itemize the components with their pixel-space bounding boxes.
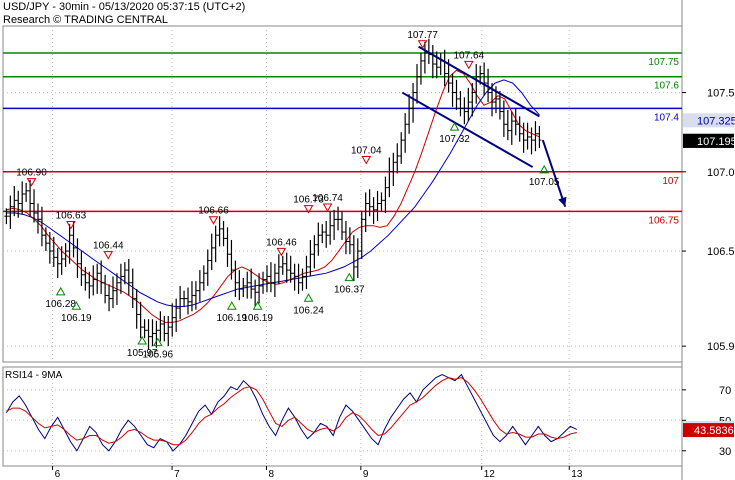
rsi-tick-label: 70 [719,385,731,397]
x-tick-label: 6 [55,469,61,480]
swing-high-label: 106.73 [293,195,324,206]
swing-low-label: 106.19 [61,313,92,324]
price-tag-label: 107.195 [697,136,735,148]
swing-high-marker [417,40,428,49]
fast-ma-line [6,69,540,323]
forecast-arrow-head [558,196,567,207]
channel-lower-line [401,91,534,168]
level-label: 107.4 [654,112,679,123]
price-tag-label: 107.325 [697,115,735,127]
swing-high-marker [463,60,474,70]
x-tick-label: 8 [268,469,274,480]
chart-title: USD/JPY - 30min - 05/13/2020 05:37:15 (U… [3,1,246,13]
x-tick-label: 9 [363,469,369,480]
price-tick-label: 107.5 [707,88,735,100]
swing-high-label: 106.66 [198,206,229,217]
swing-high-label: 106.90 [16,168,47,179]
swing-high-marker [26,178,37,187]
price-tag-box [683,133,734,148]
swing-low-marker [539,164,550,174]
swing-low-label: 106.24 [293,305,324,316]
swing-low-marker [137,336,148,345]
rsi-ma-line [6,377,577,446]
swing-high-marker [276,247,287,257]
swing-low-label: 106.19 [242,313,273,324]
swing-high-label: 107.77 [407,30,438,41]
chart-source: Research © TRADING CENTRAL [3,14,168,26]
swing-high-marker [322,203,333,213]
x-tick-label: 13 [571,469,583,480]
x-tick-label: 7 [174,469,180,480]
rsi-tag-label: 43.5836 [694,425,734,437]
swing-low-marker [226,301,237,310]
rsi14-line [5,373,578,452]
rsi-title: RSI14 - 9MA [5,370,63,381]
swing-high-marker [66,220,76,230]
price-tick-label: 107.0 [707,167,735,179]
swing-high-label: 106.74 [312,193,343,204]
swing-low-marker [449,122,460,131]
swing-low-marker [55,286,66,296]
swing-high-label: 107.64 [453,50,484,61]
swing-low-label: 107.32 [439,134,470,145]
channel-upper-line [418,45,540,118]
swing-high-label: 106.46 [266,237,297,248]
swing-high-marker [361,155,372,165]
swing-low-label: 107.05 [529,177,560,188]
forecast-arrow-shaft [541,139,567,207]
swing-high-marker [208,216,219,225]
swing-low-marker [252,301,263,310]
level-label: 107.6 [654,81,679,92]
swing-high-marker [103,251,114,260]
level-label: 107.75 [648,57,679,68]
swing-high-marker [303,205,314,214]
swing-high-label: 106.63 [56,210,87,221]
level-label: 106.75 [648,215,679,226]
swing-low-label: 106.19 [217,313,248,324]
swing-low-marker [303,293,314,302]
swing-low-marker [152,337,163,347]
rsi-plot-frame [2,366,683,467]
swing-low-label: 105.97 [127,348,158,359]
rsi-tag-box [683,423,734,438]
price-tag-box [683,113,734,128]
swing-low-label: 106.28 [45,299,76,310]
level-label: 107 [662,176,679,187]
swing-low-marker [71,301,82,310]
swing-low-label: 106.37 [334,285,365,296]
price-tick-label: 106.5 [707,246,735,258]
price-tick-label: 105.9 [707,341,735,353]
swing-low-marker [344,272,355,282]
swing-high-label: 106.44 [93,241,124,252]
x-tick-label: 12 [484,469,496,480]
swing-low-label: 105.96 [143,350,174,361]
rsi-tick-label: 30 [719,446,731,458]
swing-high-label: 107.04 [351,145,382,156]
